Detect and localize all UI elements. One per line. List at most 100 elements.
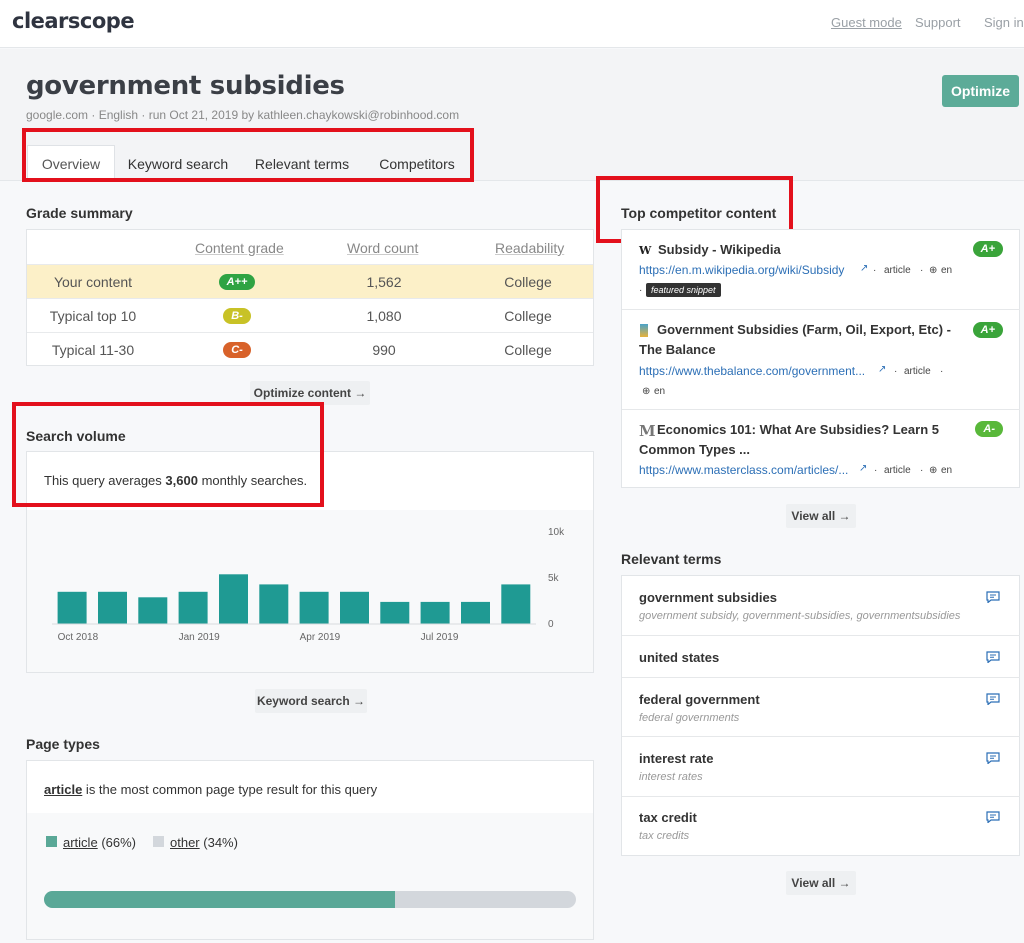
- row-label: Typical 11-30: [51, 342, 135, 358]
- report-meta: google.com · English · run Oct 21, 2019 …: [26, 108, 460, 122]
- chart-bar[interactable]: [138, 597, 168, 624]
- tab-keyword-search[interactable]: Keyword search: [127, 155, 229, 172]
- tab-overview[interactable]: Overview: [27, 145, 115, 182]
- legend-swatch: [153, 836, 164, 847]
- competitor-item[interactable]: W Subsidy - Wikipedia A+ https://en.m.wi…: [622, 230, 1020, 309]
- globe-icon: ⊕: [642, 386, 651, 397]
- external-link-icon[interactable]: ↗: [878, 364, 887, 375]
- readability: College: [504, 308, 552, 324]
- chart-bar[interactable]: [461, 601, 490, 624]
- legend-other: other (34%): [153, 835, 238, 850]
- term-name: tax credit: [639, 810, 697, 825]
- chart-bar[interactable]: [57, 591, 87, 624]
- chart-bar[interactable]: [178, 591, 208, 624]
- competitor-url[interactable]: https://en.m.wikipedia.org/wiki/Subsidy: [639, 263, 845, 277]
- term-item[interactable]: tax credit tax credits: [622, 796, 1020, 856]
- search-volume-sentence: This query averages 3,600 monthly search…: [44, 473, 308, 488]
- comment-icon[interactable]: [986, 651, 1000, 663]
- comment-icon[interactable]: [986, 752, 1000, 764]
- x-tick-label: Oct 2018: [58, 632, 99, 643]
- header-readability: Readability: [495, 240, 565, 256]
- chart-bar[interactable]: [98, 591, 127, 624]
- word-count: 1,080: [366, 308, 402, 324]
- competitor-url[interactable]: https://www.thebalance.com/government...: [639, 364, 866, 378]
- external-link-icon[interactable]: ↗: [859, 463, 868, 474]
- monthly-search-count: 3,600: [165, 473, 198, 488]
- y-tick-label: 5k: [548, 573, 560, 584]
- chart-bar[interactable]: [380, 601, 410, 624]
- competitor-url[interactable]: https://www.masterclass.com/articles/...: [639, 463, 849, 477]
- wikipedia-icon: W: [639, 244, 652, 257]
- competitor-title-line2[interactable]: The Balance: [639, 342, 716, 357]
- guest-mode-link[interactable]: Guest mode: [831, 15, 902, 30]
- row-label: Your content: [53, 274, 133, 290]
- view-all-competitors-button[interactable]: View all →: [786, 504, 856, 528]
- thebalance-icon: [640, 324, 648, 337]
- optimize-content-button[interactable]: Optimize content →: [250, 381, 370, 405]
- tab-relevant-terms[interactable]: Relevant terms: [254, 155, 350, 172]
- page-types-panel: article is the most common page type res…: [26, 760, 594, 940]
- term-item[interactable]: government subsidies government subsidy,…: [622, 576, 1020, 635]
- table-row: Typical top 10 B- 1,080 College: [27, 298, 593, 332]
- legend-swatch: [46, 836, 57, 847]
- globe-icon: ⊕: [929, 465, 938, 476]
- page-type: article: [884, 265, 911, 276]
- term-item[interactable]: interest rate interest rates: [622, 736, 1020, 796]
- competitor-item[interactable]: Government Subsidies (Farm, Oil, Export,…: [622, 309, 1020, 409]
- competitor-grade: A-: [975, 421, 1003, 437]
- app-logo[interactable]: clearscope: [12, 9, 135, 33]
- external-link-icon[interactable]: ↗: [860, 263, 869, 274]
- chart-bar[interactable]: [420, 601, 450, 624]
- page-type: article: [884, 465, 911, 476]
- comment-icon[interactable]: [986, 811, 1000, 823]
- language: en: [941, 465, 953, 476]
- comment-icon[interactable]: [986, 591, 1000, 603]
- highlight-box-search-volume: [12, 402, 324, 507]
- highlight-box-tabs: [22, 128, 474, 182]
- chart-area: [27, 510, 593, 672]
- tab-competitors[interactable]: Competitors: [379, 155, 455, 172]
- keyword-search-button[interactable]: Keyword search →: [255, 689, 367, 713]
- chart-bar[interactable]: [501, 584, 531, 624]
- term-item[interactable]: federal government federal governments: [622, 677, 1020, 736]
- chart-bar[interactable]: [299, 591, 329, 624]
- table-row: Your content A++ 1,562 College: [27, 264, 593, 298]
- relevant-terms-list: government subsidies government subsidy,…: [621, 575, 1020, 856]
- competitor-title[interactable]: Subsidy - Wikipedia: [658, 242, 781, 257]
- comment-icon[interactable]: [986, 693, 1000, 705]
- term-variants: interest rates: [639, 771, 703, 783]
- chart-bar[interactable]: [219, 574, 248, 624]
- header-content-grade[interactable]: Content grade: [195, 240, 284, 256]
- optimize-button[interactable]: Optimize: [942, 75, 1019, 107]
- word-count: 1,562: [366, 274, 402, 290]
- sign-in-link[interactable]: Sign in: [984, 15, 1024, 30]
- page-types-sentence: article is the most common page type res…: [44, 782, 378, 797]
- support-link[interactable]: Support: [915, 15, 961, 30]
- page-type: article: [904, 366, 931, 377]
- table-row: Typical 11-30 C- 990 College: [27, 332, 593, 366]
- relevant-terms-title: Relevant terms: [621, 551, 722, 567]
- chart-bar[interactable]: [259, 584, 289, 624]
- page-type-progress-bar: [44, 891, 576, 908]
- language: en: [941, 265, 953, 276]
- competitor-title-line2[interactable]: Common Types ...: [639, 442, 750, 457]
- page-types-title: Page types: [26, 736, 100, 752]
- x-tick-label: Jul 2019: [421, 632, 459, 643]
- competitor-title[interactable]: Government Subsidies (Farm, Oil, Export,…: [657, 322, 951, 337]
- search-volume-chart: 10k 5k 0 Oct 2018 Jan 2019 Apr 2019 Jul 2019: [52, 527, 565, 643]
- competitor-item[interactable]: M Economics 101: What Are Subsidies? Lea…: [622, 409, 1020, 489]
- featured-snippet-badge: featured snippet: [646, 283, 721, 297]
- competitor-title[interactable]: Economics 101: What Are Subsidies? Learn…: [657, 422, 939, 437]
- grade-summary-title: Grade summary: [26, 205, 133, 221]
- term-item[interactable]: united states: [622, 635, 1020, 677]
- report-header: [0, 49, 1024, 181]
- globe-icon: ⊕: [929, 265, 938, 276]
- term-name: interest rate: [639, 751, 714, 766]
- view-all-terms-button[interactable]: View all →: [786, 871, 856, 895]
- search-volume-title: Search volume: [26, 428, 126, 444]
- row-label: Typical top 10: [49, 308, 137, 324]
- header-word-count[interactable]: Word count: [347, 240, 419, 256]
- grade-badge: A++: [218, 274, 256, 290]
- chart-bar[interactable]: [340, 591, 369, 624]
- competitors-title: Top competitor content: [621, 205, 777, 221]
